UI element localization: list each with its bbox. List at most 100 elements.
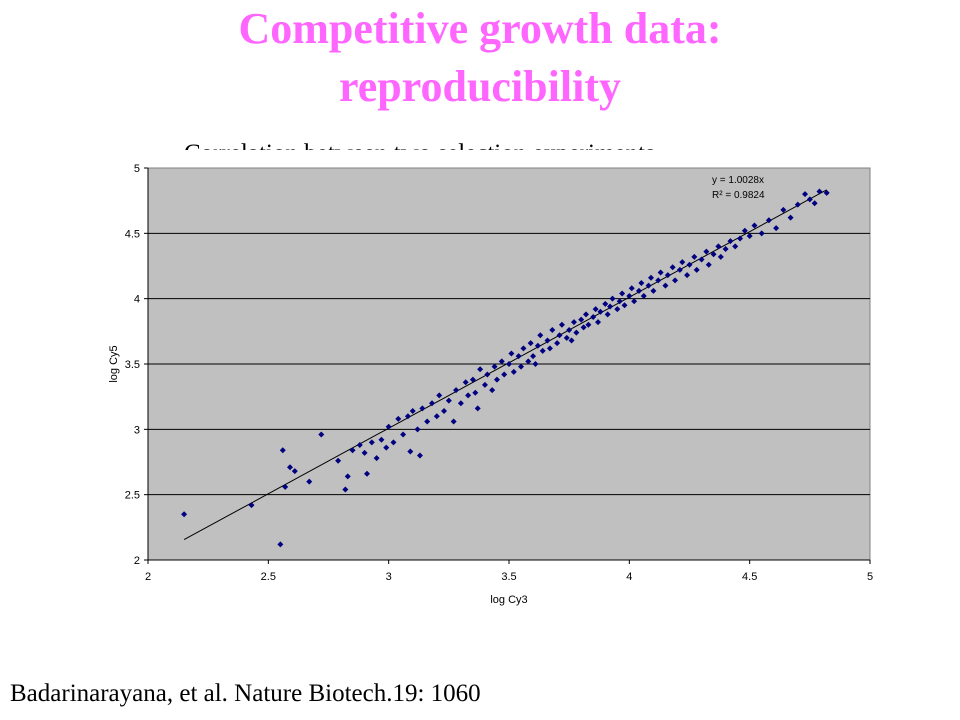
data-point-118 [717, 253, 724, 260]
data-point-34 [441, 408, 448, 415]
data-point-117 [715, 243, 722, 250]
y-tick-label-2: 3 [134, 424, 140, 436]
data-point-82 [595, 319, 602, 326]
data-point-40 [465, 392, 472, 399]
data-point-96 [638, 279, 645, 286]
data-point-50 [498, 358, 505, 365]
data-point-113 [698, 256, 705, 263]
data-point-17 [373, 455, 380, 462]
data-point-77 [580, 324, 587, 331]
data-point-89 [616, 298, 623, 305]
data-point-67 [549, 327, 556, 334]
data-point-74 [570, 319, 577, 326]
data-point-69 [556, 332, 563, 339]
data-point-21 [390, 439, 397, 446]
data-point-29 [419, 405, 426, 412]
data-point-112 [693, 266, 700, 273]
x-tick-labels: 2 2.5 3 3.5 4 4.5 5 [145, 571, 873, 583]
y-tick-label-4: 4 [134, 294, 140, 306]
data-point-108 [679, 259, 686, 266]
data-point-132 [802, 191, 809, 198]
data-point-110 [686, 261, 693, 268]
data-point-33 [436, 392, 443, 399]
data-point-103 [662, 282, 669, 289]
data-point-63 [537, 332, 544, 339]
data-point-53 [508, 350, 515, 357]
data-point-91 [621, 302, 628, 309]
x-tick-label-2: 3 [386, 571, 392, 583]
data-point-92 [626, 293, 633, 300]
data-point-95 [635, 287, 642, 294]
data-point-13 [356, 442, 363, 449]
data-point-27 [414, 426, 421, 433]
data-point-30 [424, 418, 431, 425]
data-point-22 [395, 415, 402, 422]
data-point-45 [481, 381, 488, 388]
data-point-101 [655, 277, 662, 284]
data-point-52 [506, 361, 512, 367]
x-tick-label-3: 3.5 [501, 571, 516, 583]
data-point-57 [520, 345, 527, 352]
y-tick-label-5: 4.5 [125, 228, 140, 240]
data-point-68 [554, 340, 561, 347]
data-point-12 [349, 447, 356, 454]
data-point-19 [383, 444, 390, 451]
data-point-116 [710, 251, 717, 258]
data-point-51 [501, 371, 508, 378]
data-point-100 [650, 287, 657, 294]
data-point-7 [306, 478, 313, 485]
y-axis-title: log Cy5 [108, 345, 120, 382]
data-point-37 [453, 387, 460, 394]
data-point-121 [732, 243, 739, 250]
x-tick-label-6: 5 [867, 571, 873, 583]
data-point-136 [823, 189, 830, 196]
data-point-65 [544, 337, 551, 344]
data-point-18 [378, 436, 385, 443]
data-point-70 [558, 321, 565, 328]
data-point-24 [404, 413, 411, 420]
data-point-87 [609, 295, 616, 302]
data-point-10 [342, 486, 349, 493]
data-point-88 [614, 306, 621, 313]
data-point-111 [691, 253, 698, 260]
data-point-20 [385, 423, 392, 430]
data-point-56 [518, 363, 525, 370]
data-point-94 [631, 298, 638, 305]
data-point-36 [450, 418, 457, 425]
data-point-9 [335, 457, 342, 464]
axes [144, 167, 871, 564]
x-tick-label-0: 2 [145, 571, 151, 583]
data-point-46 [484, 371, 491, 378]
data-point-61 [532, 361, 539, 367]
data-point-79 [585, 321, 592, 328]
data-point-97 [640, 293, 647, 300]
data-point-128 [773, 225, 780, 232]
data-point-71 [563, 334, 570, 341]
data-point-47 [489, 387, 496, 394]
r-squared-label: R² = 0.9824 [712, 190, 765, 201]
y-tick-label-0: 2 [134, 555, 140, 567]
data-point-98 [645, 282, 652, 289]
data-point-64 [539, 347, 546, 354]
data-point-93 [628, 285, 635, 292]
data-point-83 [597, 308, 604, 315]
x-axis-title: log Cy3 [490, 594, 527, 606]
x-tick-label-5: 4.5 [742, 571, 757, 583]
data-point-42 [472, 389, 479, 396]
data-point-11 [344, 473, 351, 480]
data-point-14 [361, 449, 368, 456]
data-point-84 [602, 300, 609, 307]
data-point-48 [491, 363, 498, 370]
data-point-38 [457, 400, 464, 407]
data-point-125 [751, 222, 758, 229]
data-point-32 [433, 413, 440, 420]
data-point-59 [527, 340, 534, 347]
data-points [181, 188, 830, 548]
data-point-133 [806, 196, 813, 203]
slide-title: Competitive growth data: reproducibility [0, 0, 960, 116]
data-point-1 [248, 502, 255, 509]
data-point-43 [474, 405, 481, 412]
data-point-126 [758, 230, 765, 237]
data-point-31 [428, 400, 435, 407]
